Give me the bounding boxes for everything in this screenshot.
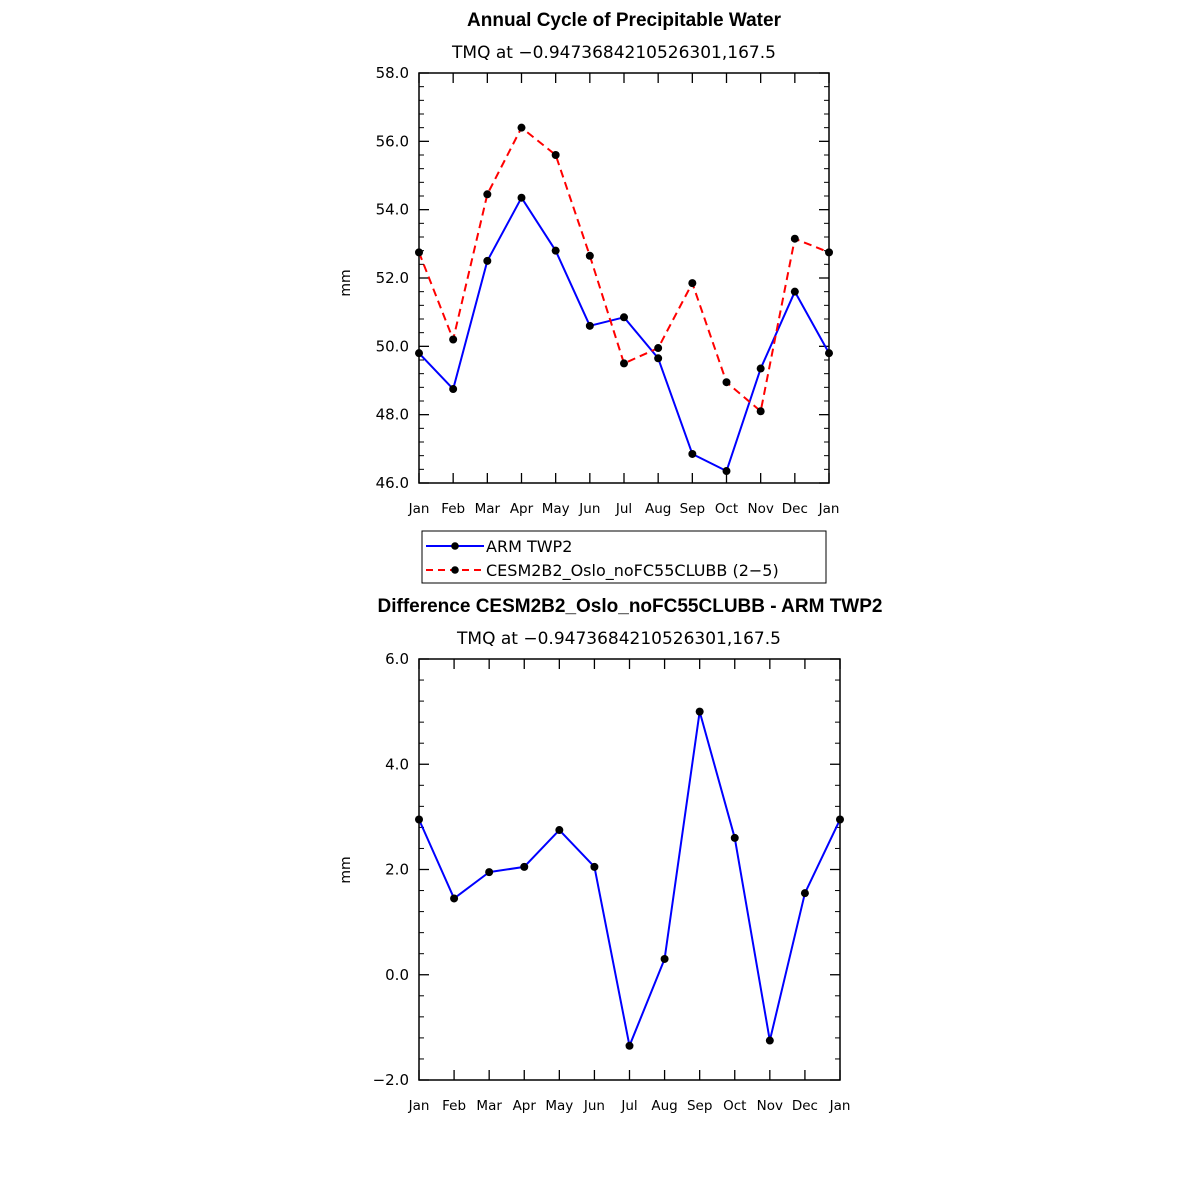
data-point [688, 449, 697, 458]
plot-area: 46.0 48.0 50.0 52.0 54.0 56.0 58.0 Jan Feb Mar Apr… [376, 64, 840, 517]
data-point [520, 862, 529, 871]
data-point [517, 193, 526, 202]
y-tick-label: 0.0 [385, 966, 409, 984]
x-tick-label: Jun [583, 1098, 605, 1114]
x-tick-label: Nov [757, 1098, 783, 1114]
y-tick-label: 48.0 [376, 406, 409, 424]
x-tick-label: Aug [651, 1098, 677, 1114]
data-point [765, 1036, 774, 1045]
y-tick-label: 50.0 [376, 337, 409, 355]
x-tick-label: Mar [475, 501, 501, 517]
legend-marker-arm [451, 542, 459, 550]
data-point [590, 862, 599, 871]
chart-title: Difference CESM2B2_Oslo_noFC55CLUBB - AR… [378, 596, 883, 617]
data-point [756, 407, 765, 416]
x-tick-label: Jan [829, 1098, 851, 1114]
y-tick-label: 6.0 [385, 650, 409, 668]
x-tick-label: Jan [408, 501, 430, 517]
x-tick-label: Mar [476, 1098, 502, 1114]
x-tick-label: May [542, 501, 570, 517]
plot-frame [418, 658, 841, 1081]
y-tick-label: 46.0 [376, 474, 409, 492]
x-tick-label: Dec [792, 1098, 818, 1114]
legend-marker-cesm [451, 566, 459, 574]
legend: ARM TWP2 CESM2B2_Oslo_noFC55CLUBB (2−5) [421, 530, 827, 584]
legend-label-cesm: CESM2B2_Oslo_noFC55CLUBB (2−5) [486, 561, 779, 581]
y-tick-label: 2.0 [385, 861, 409, 879]
data-point [449, 385, 458, 394]
difference-chart: Difference CESM2B2_Oslo_noFC55CLUBB - AR… [338, 596, 882, 1114]
data-point [695, 707, 704, 716]
data-point [790, 234, 799, 243]
chart-title: Annual Cycle of Precipitable Water [467, 10, 782, 31]
data-point [620, 313, 628, 322]
data-point [449, 335, 458, 344]
x-tick-label: Apr [510, 501, 534, 517]
data-point [790, 287, 799, 296]
data-point [415, 349, 423, 358]
data-point [756, 364, 765, 373]
data-point [415, 815, 423, 824]
data-point [825, 349, 833, 358]
data-point [555, 826, 564, 835]
data-point [483, 256, 492, 265]
x-tick-label: Jul [615, 501, 632, 517]
x-tick-label: May [545, 1098, 573, 1114]
x-tick-label: Jan [818, 501, 840, 517]
data-point [688, 279, 697, 288]
y-axis-label: mm [338, 269, 354, 296]
x-tick-label: Feb [442, 1098, 466, 1114]
data-point [825, 248, 833, 257]
data-point [654, 344, 663, 353]
x-tick-label: Jun [578, 501, 600, 517]
data-point [483, 190, 492, 199]
legend-label-arm: ARM TWP2 [486, 537, 572, 556]
x-tick-label: Jan [408, 1098, 430, 1114]
data-point [660, 954, 669, 963]
x-tick-label: Dec [782, 501, 808, 517]
plot-frame [418, 72, 830, 484]
x-tick-label: Oct [715, 501, 738, 517]
series-line-1 [418, 126, 830, 413]
data-point [620, 359, 628, 368]
chart-subtitle: TMQ at −0.9473684210526301,167.5 [456, 629, 781, 649]
data-point [625, 1041, 634, 1050]
data-point [800, 889, 809, 898]
data-point [722, 467, 731, 476]
data-point [485, 868, 494, 877]
data-point [415, 248, 423, 257]
x-tick-label: Jul [620, 1098, 637, 1114]
series-line-0 [418, 710, 841, 1047]
data-point [836, 815, 844, 824]
chart-subtitle: TMQ at −0.9473684210526301,167.5 [451, 43, 776, 63]
data-point [450, 894, 459, 903]
x-tick-label: Nov [747, 501, 773, 517]
x-tick-label: Oct [723, 1098, 746, 1114]
x-tick-label: Feb [441, 501, 465, 517]
y-tick-label: −2.0 [373, 1071, 409, 1089]
y-tick-label: 56.0 [376, 132, 409, 150]
x-tick-label: Apr [513, 1098, 537, 1114]
data-point [585, 251, 594, 260]
data-point [551, 151, 560, 159]
data-point [654, 354, 663, 363]
y-axis-label: mm [338, 856, 354, 883]
plot-area: −2.0 0.0 2.0 4.0 6.0 Jan Feb Mar Apr May Jun Jul Aug… [373, 650, 851, 1114]
y-tick-label: 58.0 [376, 64, 409, 82]
data-point [551, 246, 560, 255]
data-point [585, 321, 594, 330]
y-tick-label: 54.0 [376, 201, 409, 219]
legend-box [421, 530, 827, 584]
y-tick-label: 4.0 [385, 755, 409, 773]
x-tick-label: Aug [645, 501, 671, 517]
data-point [722, 378, 731, 387]
series-line-0 [418, 196, 830, 473]
annual-cycle-chart: Annual Cycle of Precipitable Water TMQ a… [338, 10, 839, 517]
x-tick-label: Sep [680, 501, 705, 517]
data-point [517, 123, 526, 132]
data-point [730, 833, 739, 842]
x-tick-label: Sep [687, 1098, 712, 1114]
y-tick-label: 52.0 [376, 269, 409, 287]
